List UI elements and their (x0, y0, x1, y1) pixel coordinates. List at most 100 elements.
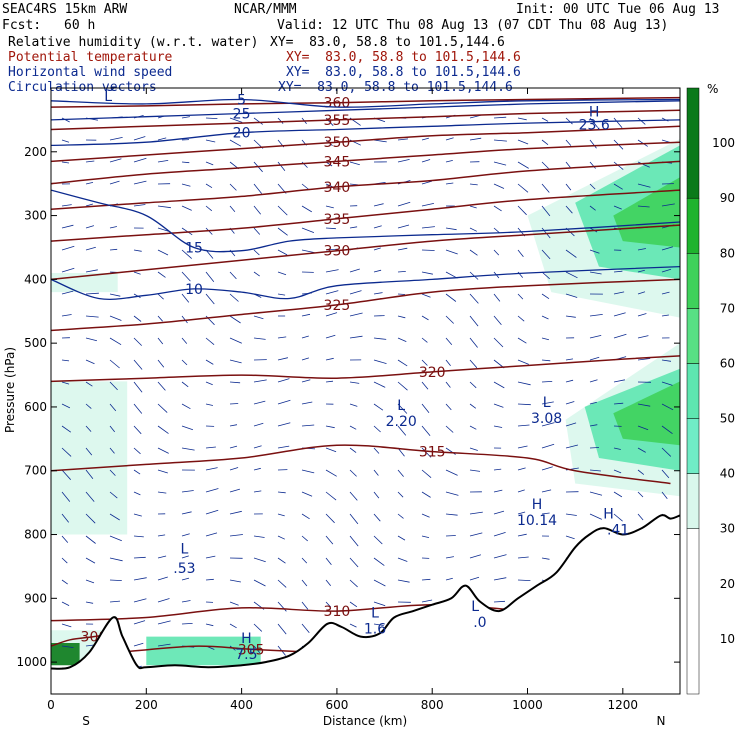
circulation-vector-581 (277, 601, 287, 612)
circulation-vector-511 (469, 532, 483, 537)
circulation-vector-367 (133, 425, 142, 435)
circulation-vector-39 (373, 139, 387, 143)
circulation-vector-174 (493, 249, 500, 256)
circulation-vector-346 (253, 400, 266, 405)
theta-label-355: 355 (324, 113, 351, 129)
circulation-vector-6 (205, 117, 218, 119)
circulation-vector-19 (517, 117, 527, 121)
circulation-vector-107 (133, 204, 146, 207)
circulation-vector-487 (517, 511, 526, 515)
circulation-vector-214 (205, 293, 215, 305)
circulation-vector-292 (205, 359, 214, 365)
circulation-vector-85 (229, 183, 237, 191)
circulation-vector-444 (109, 491, 118, 499)
circulation-vector-422 (205, 467, 218, 471)
wind-contour-15 (51, 189, 680, 253)
circulation-vector-249 (421, 315, 429, 321)
circulation-vector-394 (157, 447, 169, 454)
circulation-vector-8 (253, 117, 263, 125)
circulation-vector-522 (109, 557, 123, 562)
circulation-vector-286 (61, 359, 70, 362)
circulation-vector-159 (133, 249, 142, 252)
circulation-vector-455 (373, 491, 380, 499)
circulation-vector-205 (613, 270, 623, 273)
circulation-vector-410 (541, 443, 555, 449)
circulation-vector-486 (493, 510, 505, 515)
circulation-vector-469 (85, 513, 96, 524)
circulation-vector-378 (397, 425, 407, 436)
extremum-label-18: L (104, 89, 112, 105)
circulation-vector-533 (373, 557, 385, 566)
circulation-vector-564 (493, 577, 507, 581)
circulation-vector-190 (253, 271, 260, 277)
circulation-vector-102 (637, 183, 651, 188)
circulation-vector-209 (85, 292, 99, 295)
circulation-vector-507 (373, 535, 383, 545)
extremum-label-0: L (180, 542, 188, 558)
extremum-label-9: .41 (607, 523, 629, 539)
circulation-vector-365 (85, 425, 92, 432)
circulation-vector-193 (325, 269, 339, 273)
circulation-vector-392 (109, 447, 115, 454)
circulation-vector-475 (229, 510, 242, 515)
circulation-vector-556 (301, 579, 308, 587)
theta-label-325: 325 (324, 298, 351, 314)
circulation-vector-301 (421, 359, 428, 366)
circulation-vector-585 (373, 601, 386, 607)
circulation-vector-449 (229, 488, 241, 493)
circulation-vector-265 (181, 337, 188, 344)
circulation-vector-364 (61, 425, 72, 433)
circulation-vector-401 (325, 447, 337, 453)
circulation-vector-601 (133, 620, 146, 625)
circulation-vector-238 (157, 315, 163, 322)
circulation-vector-241 (229, 315, 241, 324)
circulation-vector-498 (157, 534, 166, 537)
circulation-vector-385 (565, 422, 577, 427)
circulation-vector-279 (517, 337, 527, 344)
circulation-vector-384 (541, 422, 555, 427)
circulation-vector-329 (469, 381, 477, 389)
theta-contour-355 (51, 109, 680, 131)
circulation-vector-206 (637, 269, 645, 273)
circulation-vector-341 (133, 403, 143, 414)
circulation-vector-481 (373, 513, 381, 522)
theta-contour-330 (51, 224, 680, 281)
circulation-vector-350 (349, 403, 358, 407)
extremum-label-3: 2.20 (386, 414, 417, 430)
circulation-vector-26 (61, 139, 70, 143)
extremum-label-17: 23.6 (579, 118, 610, 134)
circulation-vector-104 (61, 204, 72, 207)
circulation-vector-332 (541, 381, 553, 383)
theta-label-350: 350 (324, 135, 351, 151)
circulation-vector-610 (349, 623, 357, 628)
circulation-vector-477 (277, 513, 285, 517)
circulation-vector-521 (85, 557, 96, 564)
colorbar-swatch-90 (686, 87, 700, 199)
circulation-vector-411 (565, 444, 578, 449)
circulation-vector-326 (397, 381, 408, 391)
wind-contour-10 (51, 265, 680, 301)
circulation-vector-44 (493, 139, 507, 142)
wind-label-15: 15 (185, 241, 203, 257)
extremum-label-15: 7.5 (235, 647, 257, 663)
circulation-vector-407 (469, 447, 478, 451)
circulation-vector-267 (229, 337, 242, 344)
circulation-vector-510 (445, 535, 456, 537)
circulation-vector-348 (301, 401, 313, 405)
circulation-vector-126 (589, 205, 596, 211)
circulation-vector-558 (349, 579, 358, 588)
circulation-vector-467 (661, 491, 668, 499)
y-tick-label-500: 500 (24, 336, 47, 350)
circulation-vector-5 (181, 116, 190, 119)
y-tick-label-300: 300 (24, 209, 47, 223)
circulation-vector-429 (373, 469, 379, 476)
wind-label-5: 5 (237, 93, 246, 109)
circulation-vector-529 (277, 557, 286, 564)
circulation-vector-340 (109, 403, 117, 412)
circulation-vector-28 (109, 137, 123, 141)
circulation-vector-333 (565, 379, 574, 383)
circulation-vector-359 (565, 401, 575, 405)
circulation-vector-21 (565, 117, 573, 125)
circulation-vector-258 (637, 313, 647, 317)
circulation-vector-11 (325, 117, 334, 126)
